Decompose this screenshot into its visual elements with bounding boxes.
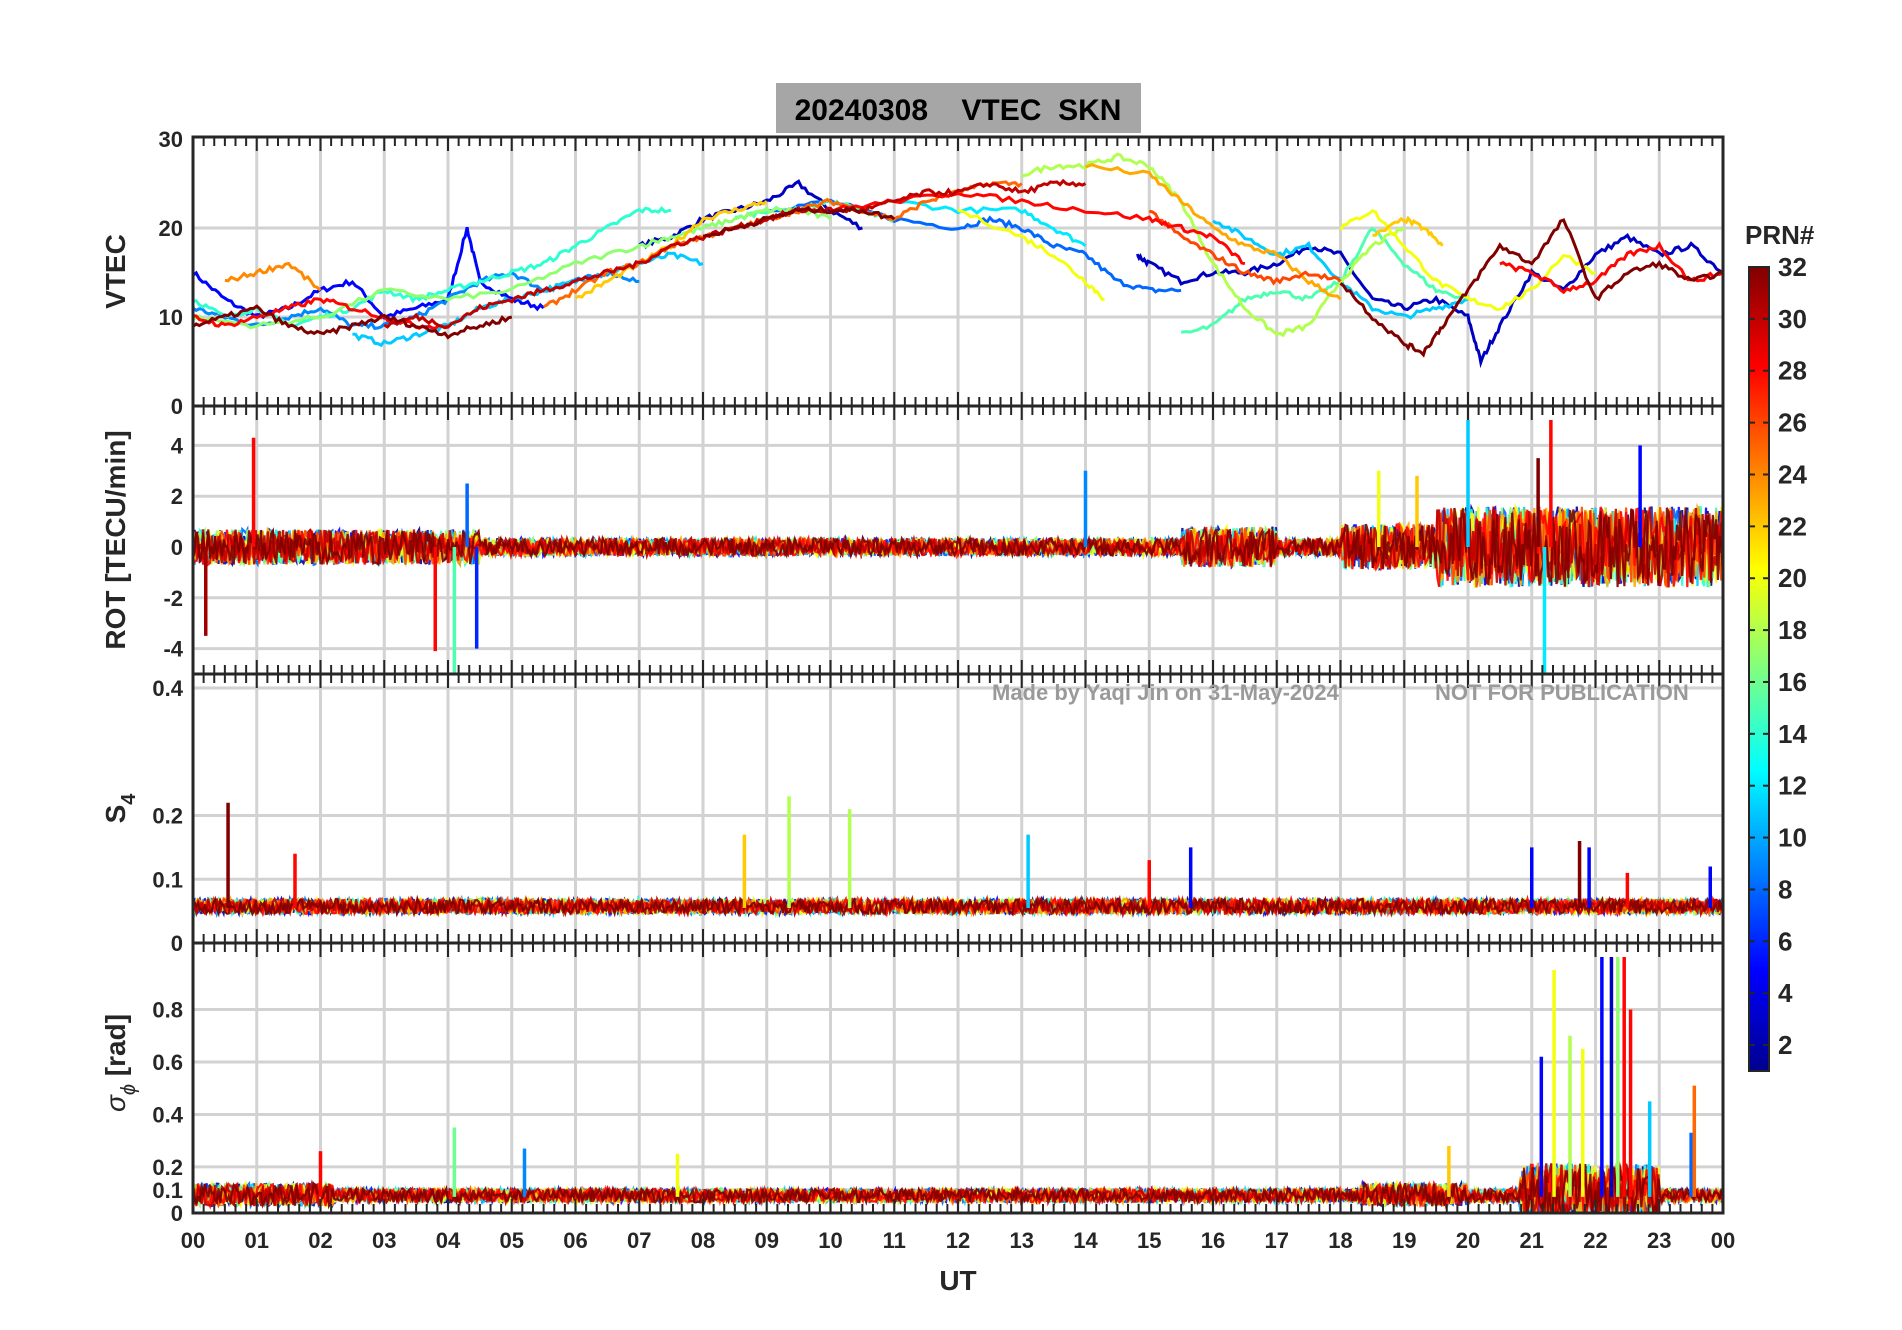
vtec-series-prn-32 <box>193 304 513 340</box>
y-tick-label: 0 <box>171 1201 183 1226</box>
y-tick-label: 0.2 <box>152 804 183 829</box>
colorbar-tick-label: 12 <box>1778 771 1807 801</box>
y-tick-label: 0.4 <box>152 676 183 701</box>
vtec-series-prn-24 <box>224 261 322 292</box>
chart-title: 20240308 VTEC SKN <box>795 94 1122 127</box>
colorbar-tick-label: 2 <box>1778 1030 1792 1060</box>
x-tick-label: 14 <box>1073 1228 1098 1253</box>
x-tick-label: 06 <box>563 1228 587 1253</box>
x-tick-label: 00 <box>1711 1228 1735 1253</box>
y-tick-label: 0.2 <box>152 1155 183 1180</box>
vtec-series-prn-12 <box>894 199 1087 247</box>
s4-trace-prn-32 <box>193 894 1723 918</box>
y-tick-label: 0 <box>171 394 183 419</box>
x-tick-label: 23 <box>1647 1228 1671 1253</box>
colorbar-label: PRN# <box>1745 220 1815 250</box>
x-tick-label: 02 <box>308 1228 332 1253</box>
x-tick-label: 15 <box>1137 1228 1161 1253</box>
colorbar-tick-label: 28 <box>1778 356 1807 386</box>
vtec-series-prn-26 <box>1148 209 1342 286</box>
vtec-series-prn-23 <box>1085 163 1342 301</box>
watermark-not-for-publication: NOT FOR PUBLICATION <box>1435 680 1689 705</box>
vtec-series-prn-20 <box>1339 209 1596 312</box>
x-tick-label: 12 <box>946 1228 970 1253</box>
x-tick-label: 10 <box>818 1228 842 1253</box>
y-tick-label: 4 <box>171 433 184 458</box>
y-axis-label-s4: S4 <box>100 793 140 824</box>
y-tick-label: 0.1 <box>152 1178 183 1203</box>
colorbar-tick-label: 14 <box>1778 719 1807 749</box>
vtec-series-prn-28 <box>830 191 1246 266</box>
y-tick-label: 2 <box>171 484 183 509</box>
vtec-series-prn-17 <box>193 206 832 330</box>
x-tick-label: 00 <box>181 1228 205 1253</box>
colorbar-tick-label: 32 <box>1778 252 1807 282</box>
colorbar-tick-label: 16 <box>1778 667 1807 697</box>
x-tick-label: 08 <box>691 1228 715 1253</box>
colorbar-tick-label: 8 <box>1778 874 1792 904</box>
watermark-made-by: Made by Yaqi Jin on 31-May-2024 <box>992 680 1340 705</box>
y-tick-label: 0 <box>171 535 183 560</box>
title-box <box>776 83 1141 133</box>
colorbar-tick-label: 26 <box>1778 408 1807 438</box>
y-tick-label: 0 <box>171 931 183 956</box>
y-axis-label-rot: ROT [TECU/min] <box>100 430 131 649</box>
y-tick-label: 20 <box>159 216 183 241</box>
y-axis-label-sigma-phi: σϕ [rad] <box>100 1014 140 1112</box>
vtec-series-prn-3 <box>1136 233 1723 369</box>
y-tick-label: -2 <box>163 586 183 611</box>
y-tick-label: 10 <box>159 305 183 330</box>
y-tick-label: 0.4 <box>152 1102 183 1127</box>
panel-vtec-data <box>193 152 1723 369</box>
x-tick-label: 19 <box>1392 1228 1416 1253</box>
panel-sigma_phi: 00.10.2 0.4 0.6 0.8 σϕ [rad] 00 01 02 03 04 05 06 07… <box>100 941 1735 1253</box>
x-tick-label: 04 <box>436 1228 461 1253</box>
y-tick-label: 0.1 <box>152 867 183 892</box>
x-tick-label: 21 <box>1520 1228 1544 1253</box>
vtec-series-prn-22 <box>574 200 768 299</box>
x-tick-label: 11 <box>883 1228 906 1253</box>
vtec-series-prn-32 <box>1339 218 1723 358</box>
panel-s4: 0 0.1 0.2 0.4 S4 <box>100 672 1725 956</box>
x-axis-label: UT <box>939 1265 976 1296</box>
panel-vtec: 0 10 20 30 VTEC <box>100 127 1725 419</box>
vtec-series-prn-22 <box>1372 215 1444 247</box>
y-tick-label: 0.6 <box>152 1050 183 1075</box>
colorbar-tick-label: 4 <box>1778 978 1793 1008</box>
x-tick-label: 01 <box>245 1228 269 1253</box>
x-tick-label: 22 <box>1583 1228 1607 1253</box>
x-tick-label: 03 <box>372 1228 396 1253</box>
y-axis-label-vtec: VTEC <box>100 234 131 309</box>
y-tick-label: 0.8 <box>152 997 183 1022</box>
y-tick-label: -4 <box>163 637 183 662</box>
colorbar-tick-label: 24 <box>1778 459 1807 489</box>
x-tick-label: 05 <box>500 1228 524 1253</box>
x-tick-label: 18 <box>1328 1228 1352 1253</box>
colorbar-tick-label: 10 <box>1778 823 1807 853</box>
vtec-series-prn-32 <box>702 205 896 238</box>
x-tick-label: 13 <box>1010 1228 1034 1253</box>
panel-rot-data <box>193 420 1723 674</box>
panel-s4-data <box>193 796 1723 919</box>
colorbar-tick-label: 22 <box>1778 511 1807 541</box>
x-tick-label: 07 <box>627 1228 651 1253</box>
colorbar-tick-label: 20 <box>1778 563 1807 593</box>
colorbar-tick-label: 18 <box>1778 615 1807 645</box>
colorbar-tick-label: 6 <box>1778 926 1792 956</box>
panel-rot: -4 -2 0 2 4 ROT [TECU/min] <box>100 404 1725 676</box>
colorbar <box>1748 266 1770 1072</box>
vtec-series-prn-20 <box>957 208 1105 302</box>
x-tick-label: 20 <box>1456 1228 1480 1253</box>
x-tick-label: 16 <box>1201 1228 1225 1253</box>
x-tick-label: 09 <box>755 1228 779 1253</box>
y-tick-label: 30 <box>159 127 183 152</box>
x-tick-label: 17 <box>1265 1228 1289 1253</box>
colorbar-tick-label: 30 <box>1778 304 1807 334</box>
